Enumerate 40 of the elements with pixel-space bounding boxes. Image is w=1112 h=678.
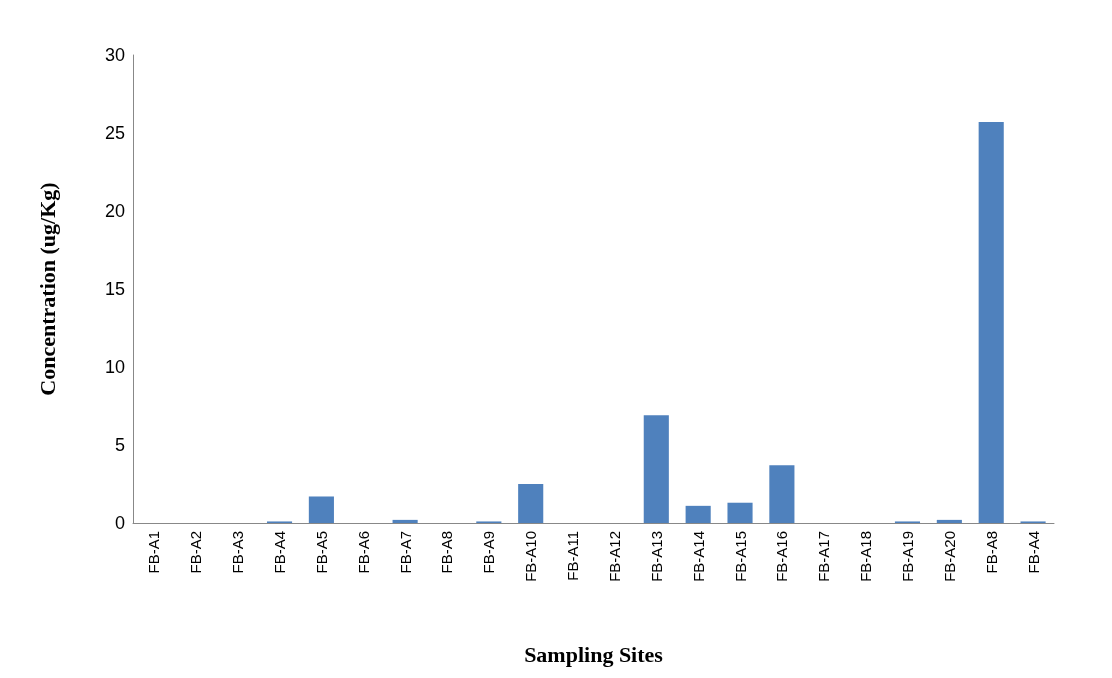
x-tick-label: FB-A6 — [354, 531, 372, 574]
bar — [769, 465, 795, 523]
x-tick-label: FB-A10 — [522, 531, 540, 582]
y-tick-label: 25 — [104, 123, 125, 143]
bar — [727, 502, 753, 523]
x-tick-label: FB-A9 — [480, 531, 498, 574]
y-tick-label: 0 — [114, 513, 125, 533]
x-tick-label: FB-A20 — [940, 531, 958, 582]
bar — [518, 484, 544, 523]
x-tick-label: FB-A1 — [145, 531, 163, 574]
bar — [308, 496, 334, 523]
x-tick-label: FB-A4 — [1024, 531, 1042, 574]
x-tick-label: FB-A8 — [982, 531, 1000, 574]
x-tick-label: FB-A14 — [689, 531, 707, 582]
y-tick-label: 10 — [104, 357, 125, 377]
x-tick-label: FB-A19 — [898, 531, 916, 582]
bar — [978, 122, 1004, 523]
x-tick-label: FB-A4 — [271, 531, 289, 574]
x-tick-label: FB-A18 — [857, 531, 875, 582]
bar — [685, 505, 711, 523]
bar — [643, 415, 669, 523]
x-axis-title: Sampling Sites — [524, 641, 664, 667]
x-tick-label: FB-A5 — [312, 531, 330, 574]
x-tick-label: FB-A17 — [815, 531, 833, 582]
x-tick-label: FB-A8 — [438, 531, 456, 574]
x-tick-label: FB-A12 — [605, 531, 623, 582]
x-tick-label: FB-A3 — [229, 531, 247, 574]
y-tick-label: 15 — [104, 279, 125, 299]
x-tick-label: FB-A7 — [396, 531, 414, 574]
y-tick-label: 20 — [104, 201, 125, 221]
x-tick-label: FB-A13 — [647, 531, 665, 582]
y-axis-title: Concentration (ug/Kg) — [34, 182, 60, 396]
x-tick-label: FB-A2 — [187, 531, 205, 574]
y-tick-label: 5 — [114, 435, 125, 455]
bar — [936, 519, 962, 523]
y-tick-label: 30 — [104, 45, 125, 65]
x-tick-label: FB-A16 — [773, 531, 791, 582]
x-tick-label: FB-A15 — [731, 531, 749, 582]
x-tick-label: FB-A11 — [564, 531, 582, 581]
bar — [392, 519, 418, 523]
